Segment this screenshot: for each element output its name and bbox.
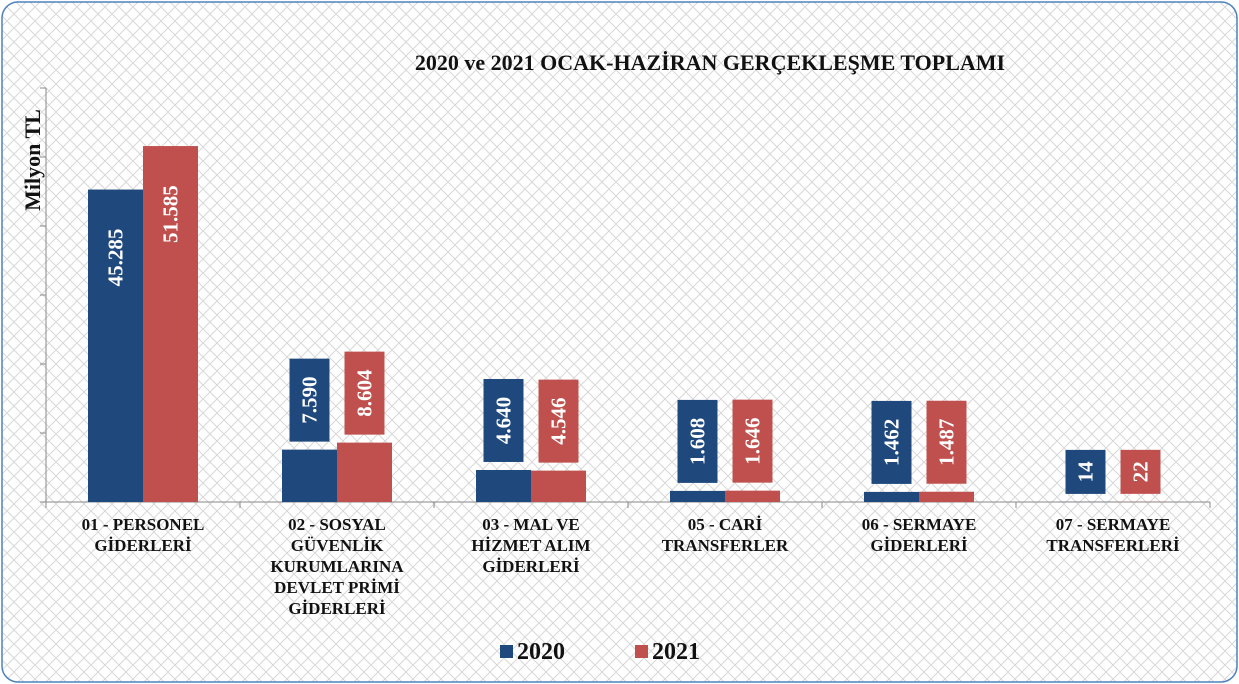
x-tick-label: 07 - SERMAYE TRANSFERLERİ xyxy=(1046,515,1180,555)
bar xyxy=(531,470,586,502)
data-label-box xyxy=(344,351,385,435)
x-tick-label: 02 - SOSYAL GÜVENLİK KURUMLARINA DEVLET … xyxy=(270,515,404,618)
x-tick-label: 06 - SERMAYE GİDERLERİ xyxy=(861,515,977,555)
bar xyxy=(864,491,919,502)
bar xyxy=(725,490,780,502)
data-label-box xyxy=(926,400,967,484)
bar xyxy=(282,449,337,502)
y-axis-label: Milyon TL xyxy=(20,109,45,211)
x-tick-label: 05 - CARİ TRANSFERLER xyxy=(661,515,789,555)
data-label-box xyxy=(1065,449,1106,494)
data-label: 51.585 xyxy=(159,185,183,243)
bar xyxy=(476,469,531,502)
data-label-box xyxy=(95,209,136,306)
data-label-box xyxy=(871,400,912,484)
data-label-box xyxy=(677,399,718,483)
data-label: 45.285 xyxy=(104,229,128,287)
legend-swatch xyxy=(500,645,513,658)
data-label-box xyxy=(538,379,579,463)
data-label-box xyxy=(483,378,524,462)
data-label: 22 xyxy=(1129,461,1153,482)
data-label: 1.462 xyxy=(880,419,904,466)
data-label: 1.487 xyxy=(935,419,959,466)
data-label-box xyxy=(289,358,330,442)
data-label: 1.646 xyxy=(741,418,765,465)
legend-label: 2021 xyxy=(652,639,700,665)
legend-swatch xyxy=(635,645,648,658)
bar xyxy=(919,491,974,502)
data-label: 1.608 xyxy=(686,418,710,465)
data-label: 4.640 xyxy=(492,397,516,444)
bar xyxy=(670,490,725,502)
data-label: 4.546 xyxy=(547,398,571,445)
x-tick-label: 03 - MAL VE HİZMET ALIM GİDERLERİ xyxy=(471,515,591,576)
data-label-box xyxy=(150,166,191,263)
chart-title: 2020 ve 2021 OCAK-HAZİRAN GERÇEKLEŞME TO… xyxy=(415,50,1005,75)
data-label-box xyxy=(732,399,773,483)
legend-label: 2020 xyxy=(517,639,565,665)
x-tick-label: 01 - PERSONEL GİDERLERİ xyxy=(81,515,205,555)
bar xyxy=(337,442,392,502)
data-label-box xyxy=(1120,449,1161,494)
data-label: 7.590 xyxy=(298,377,322,424)
data-label: 8.604 xyxy=(353,369,377,417)
data-label: 14 xyxy=(1074,461,1098,483)
